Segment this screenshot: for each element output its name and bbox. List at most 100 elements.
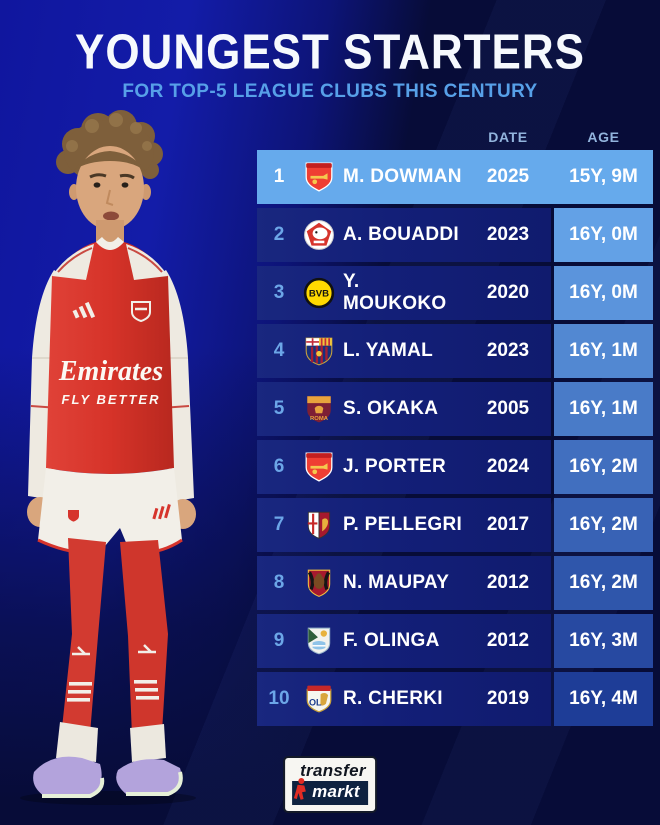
player-name-cell: R. CHERKI — [343, 688, 443, 709]
date-cell: 2025 — [486, 166, 530, 187]
lille-crest-icon — [303, 219, 335, 251]
age-cell: 16Y, 0M — [554, 266, 653, 320]
page-subtitle: FOR TOP-5 LEAGUE CLUBS THIS CENTURY — [122, 81, 538, 102]
age-cell: 16Y, 0M — [554, 208, 653, 262]
age-value: 16Y, 0M — [569, 224, 638, 245]
svg-text:BVB: BVB — [309, 289, 329, 300]
table-row-main: 10 OL R. CHERKI 2019 — [257, 672, 551, 726]
age-cell: 16Y, 2M — [554, 498, 653, 552]
jersey-tagline-text: FLY BETTER — [62, 392, 161, 407]
age-cell: 15Y, 9M — [554, 150, 653, 204]
player-name-cell: P. PELLEGRI — [343, 514, 463, 535]
date-cell: 2024 — [486, 456, 530, 477]
logo-markt-box: markt — [292, 778, 368, 805]
table-row-main: 5 ROMA S. OKAKA 2005 — [257, 382, 551, 436]
date-cell: 2005 — [486, 398, 530, 419]
table-row: 6 J. PORTER 2024 16Y, 2M — [257, 440, 653, 494]
age-cell: 16Y, 1M — [554, 324, 653, 378]
table-row-main: 3 BVB Y. MOUKOKO 2020 — [257, 266, 551, 320]
age-value: 16Y, 1M — [569, 340, 638, 361]
table-row-main: 4 L. YAMAL 2023 — [257, 324, 551, 378]
malaga-crest-icon — [303, 625, 335, 657]
rank-cell: 4 — [273, 340, 285, 361]
rank-cell: 8 — [273, 572, 285, 593]
player-name-cell: S. OKAKA — [343, 398, 439, 419]
table-row: 3 BVB Y. MOUKOKO 2020 16Y, 0M — [257, 266, 653, 320]
table-row: 9 F. OLINGA 2012 16Y, 3M — [257, 614, 653, 668]
roma-crest-icon: ROMA — [303, 393, 335, 425]
rank-cell: 3 — [273, 282, 285, 303]
age-value: 16Y, 2M — [569, 514, 638, 535]
date-cell: 2023 — [486, 224, 530, 245]
jersey-sponsor-text: Emirates — [58, 356, 163, 387]
page-title: YOUNGEST STARTERS — [74, 25, 585, 80]
table-header: DATE AGE — [257, 127, 653, 150]
svg-text:OL: OL — [309, 697, 322, 707]
age-value: 16Y, 3M — [569, 630, 638, 651]
transfermarkt-logo-box: transfer markt — [283, 756, 377, 813]
player-photo: Emirates FLY BETTER — [8, 106, 260, 806]
table-row: 2 A. BOUADDI 2023 16Y, 0M — [257, 208, 653, 262]
player-name-cell: Y. MOUKOKO — [343, 271, 447, 314]
table-row-main: 1 M. DOWMAN 2025 — [257, 150, 551, 204]
table-row-main: 8 N. MAUPAY 2012 — [257, 556, 551, 610]
age-value: 15Y, 9M — [569, 166, 638, 187]
rank-cell: 5 — [273, 398, 285, 419]
table-row: 8 N. MAUPAY 2012 16Y, 2M — [257, 556, 653, 610]
rank-cell: 1 — [273, 166, 285, 187]
table-row-main: 2 A. BOUADDI 2023 — [257, 208, 551, 262]
date-cell: 2012 — [486, 572, 530, 593]
arsenal-crest-icon — [303, 451, 335, 483]
date-cell: 2017 — [486, 514, 530, 535]
column-header-age: AGE — [587, 129, 620, 145]
nice-crest-icon — [303, 567, 335, 599]
dortmund-crest-icon: BVB — [303, 277, 335, 309]
svg-text:ROMA: ROMA — [310, 416, 329, 422]
barcelona-crest-icon — [303, 335, 335, 367]
arsenal-crest-icon — [303, 161, 335, 193]
player-name-cell: J. PORTER — [343, 456, 446, 477]
column-header-date: DATE — [488, 129, 528, 145]
rank-cell: 9 — [273, 630, 285, 651]
age-cell: 16Y, 2M — [554, 556, 653, 610]
age-value: 16Y, 2M — [569, 456, 638, 477]
player-name-cell: F. OLINGA — [343, 630, 440, 651]
age-cell: 16Y, 4M — [554, 672, 653, 726]
ranking-table: DATE AGE 1 M. DOWMAN 2025 15Y, 9M 2 A. B… — [257, 127, 653, 730]
adidas-logo-icon — [72, 301, 96, 319]
table-rows: 1 M. DOWMAN 2025 15Y, 9M 2 A. BOUADDI 20… — [257, 150, 653, 726]
table-row: 10 OL R. CHERKI 2019 16Y, 4M — [257, 672, 653, 726]
player-name-cell: A. BOUADDI — [343, 224, 459, 245]
age-value: 16Y, 2M — [569, 572, 638, 593]
transfermarkt-logo: transfer markt — [283, 756, 377, 813]
table-row: 7 P. PELLEGRI 2017 16Y, 2M — [257, 498, 653, 552]
date-cell: 2012 — [486, 630, 530, 651]
date-cell: 2020 — [486, 282, 530, 303]
player-name-cell: L. YAMAL — [343, 340, 434, 361]
rank-cell: 10 — [268, 688, 290, 709]
age-cell: 16Y, 1M — [554, 382, 653, 436]
age-value: 16Y, 1M — [569, 398, 638, 419]
player-name-cell: N. MAUPAY — [343, 572, 450, 593]
rank-cell: 7 — [273, 514, 285, 535]
footballer-figure-icon — [293, 777, 308, 803]
table-row-main: 6 J. PORTER 2024 — [257, 440, 551, 494]
age-value: 16Y, 4M — [569, 688, 638, 709]
rank-cell: 2 — [273, 224, 285, 245]
rank-cell: 6 — [273, 456, 285, 477]
age-value: 16Y, 0M — [569, 282, 638, 303]
table-row-main: 9 F. OLINGA 2012 — [257, 614, 551, 668]
table-row-main: 7 P. PELLEGRI 2017 — [257, 498, 551, 552]
age-cell: 16Y, 2M — [554, 440, 653, 494]
date-cell: 2023 — [486, 340, 530, 361]
player-name-cell: M. DOWMAN — [343, 166, 462, 187]
logo-text-transfer: transfer — [300, 761, 366, 780]
table-row: 4 L. YAMAL 2023 16Y, 1M — [257, 324, 653, 378]
genoa-crest-icon — [303, 509, 335, 541]
table-row: 5 ROMA S. OKAKA 2005 16Y, 1M — [257, 382, 653, 436]
logo-text-markt: markt — [312, 782, 360, 801]
table-row: 1 M. DOWMAN 2025 15Y, 9M — [257, 150, 653, 204]
arsenal-crest-jersey-icon — [131, 301, 151, 323]
lyon-crest-icon: OL — [303, 683, 335, 715]
